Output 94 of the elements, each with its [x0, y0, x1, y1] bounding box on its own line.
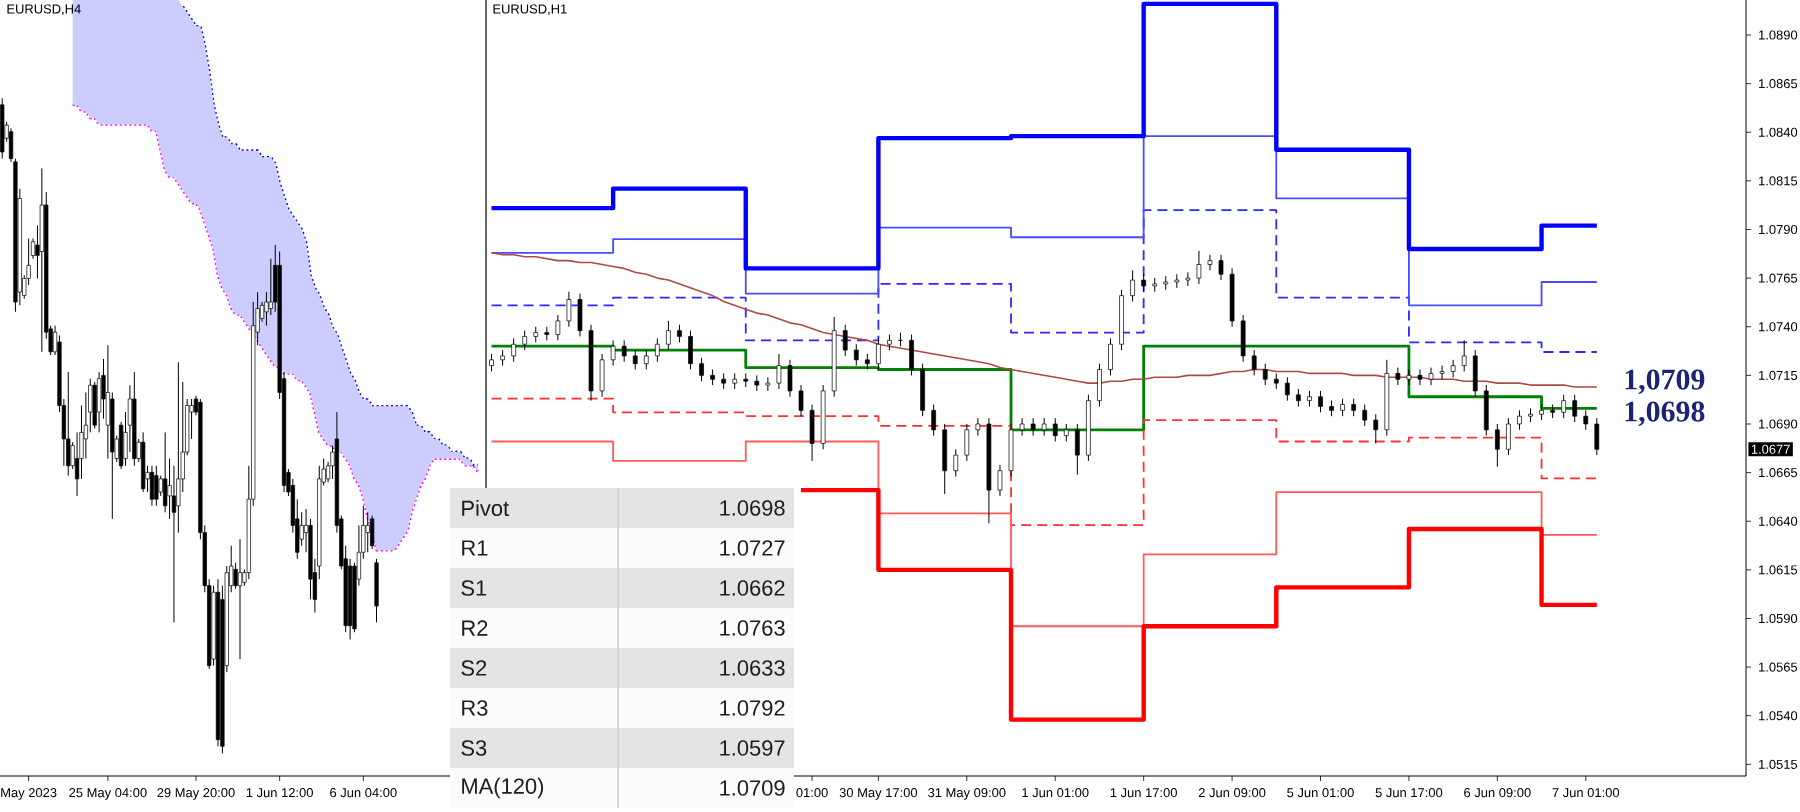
candlestick [511, 337, 516, 363]
candlestick [1240, 314, 1246, 363]
candlestick [39, 167, 44, 353]
candlestick [1285, 376, 1290, 402]
y-tick-label: R3 [462, 700, 488, 716]
data-label: 1,0709 [1625, 369, 1705, 394]
candlestick [374, 558, 379, 623]
data-label: 1,0698 [1625, 401, 1705, 426]
candlestick [1583, 409, 1589, 431]
candlestick [1052, 417, 1058, 442]
candlestick [1594, 417, 1600, 456]
candlestick [1461, 339, 1467, 372]
candlestick [370, 515, 375, 550]
candlestick [942, 423, 948, 495]
candlestick [154, 465, 159, 507]
candlestick [1019, 417, 1025, 437]
candlestick [577, 293, 583, 337]
candlestick [610, 339, 616, 367]
candlestick [1495, 423, 1500, 468]
candlestick [522, 330, 528, 351]
data-label: 1.0698 [720, 500, 785, 516]
y-tick-label: R1 [462, 540, 488, 556]
candlestick [1108, 337, 1113, 376]
candlestick [1517, 409, 1522, 431]
candlestick [1229, 267, 1235, 328]
candlestick [997, 464, 1003, 497]
data-label: 1.0633 [720, 660, 785, 676]
y-tick-label: MA(120) [462, 777, 544, 799]
data-label: 1.0792 [720, 700, 785, 716]
candlestick [1262, 363, 1268, 386]
candlestick [1207, 254, 1213, 271]
candlestick [1439, 365, 1445, 380]
candlestick [953, 448, 959, 477]
candlestick [842, 324, 848, 357]
y-tick-label: S3 [461, 740, 487, 756]
candlestick [853, 343, 859, 367]
candlestick [654, 337, 660, 363]
candlestick [621, 339, 627, 363]
candlestick [1428, 367, 1434, 386]
candlestick [1030, 417, 1036, 437]
candlestick [1395, 367, 1401, 386]
candlestick [599, 353, 605, 398]
candlestick [1483, 384, 1489, 437]
candlestick [1362, 404, 1368, 427]
y-tick-label: Pivot [462, 499, 509, 517]
candlestick [1185, 271, 1191, 287]
candlestick [643, 349, 649, 371]
candlestick [1196, 250, 1202, 285]
candlestick [964, 423, 970, 462]
candlestick [975, 417, 981, 437]
candlestick [1008, 423, 1014, 477]
candlestick [920, 363, 925, 417]
candlestick [0, 97, 5, 160]
candlestick [1074, 423, 1080, 476]
candlestick [1218, 254, 1224, 281]
candlestick [787, 359, 793, 398]
candlestick [688, 330, 693, 371]
candlestick [1572, 394, 1578, 423]
candlestick [555, 314, 561, 341]
candlestick [909, 334, 914, 376]
candlestick [1373, 413, 1379, 444]
data-label: 1.0727 [720, 540, 785, 556]
candlestick [699, 357, 704, 382]
candlestick [666, 320, 671, 351]
candlestick [566, 291, 572, 328]
y-tick-label: S2 [461, 660, 487, 676]
candlestick [365, 511, 370, 553]
data-label: 1.0709 [720, 780, 785, 796]
candlestick [1097, 363, 1102, 407]
candlestick [163, 431, 168, 513]
y-tick-label: R2 [462, 620, 488, 636]
candlestick [632, 349, 638, 371]
y-tick-label: S1 [461, 580, 487, 596]
candlestick [876, 337, 881, 371]
candlestick [798, 384, 804, 417]
candlestick [1130, 269, 1135, 302]
candlestick [1472, 349, 1478, 398]
candlestick [931, 404, 936, 437]
candlestick [1406, 369, 1412, 386]
candlestick [1561, 394, 1567, 419]
data-label: 1.0763 [720, 620, 785, 636]
data-label: 1.0597 [720, 740, 785, 756]
candlestick [1318, 390, 1323, 413]
candlestick [765, 376, 771, 392]
candlestick [1506, 417, 1511, 456]
candlestick [776, 353, 782, 390]
candlestick [66, 371, 71, 477]
candlestick [809, 404, 815, 462]
candlestick [1450, 359, 1456, 378]
candlestick [1417, 369, 1423, 386]
data-label: 1.0662 [720, 580, 785, 596]
candlestick [141, 431, 146, 493]
candlestick [1251, 349, 1257, 376]
candlestick [149, 465, 155, 507]
